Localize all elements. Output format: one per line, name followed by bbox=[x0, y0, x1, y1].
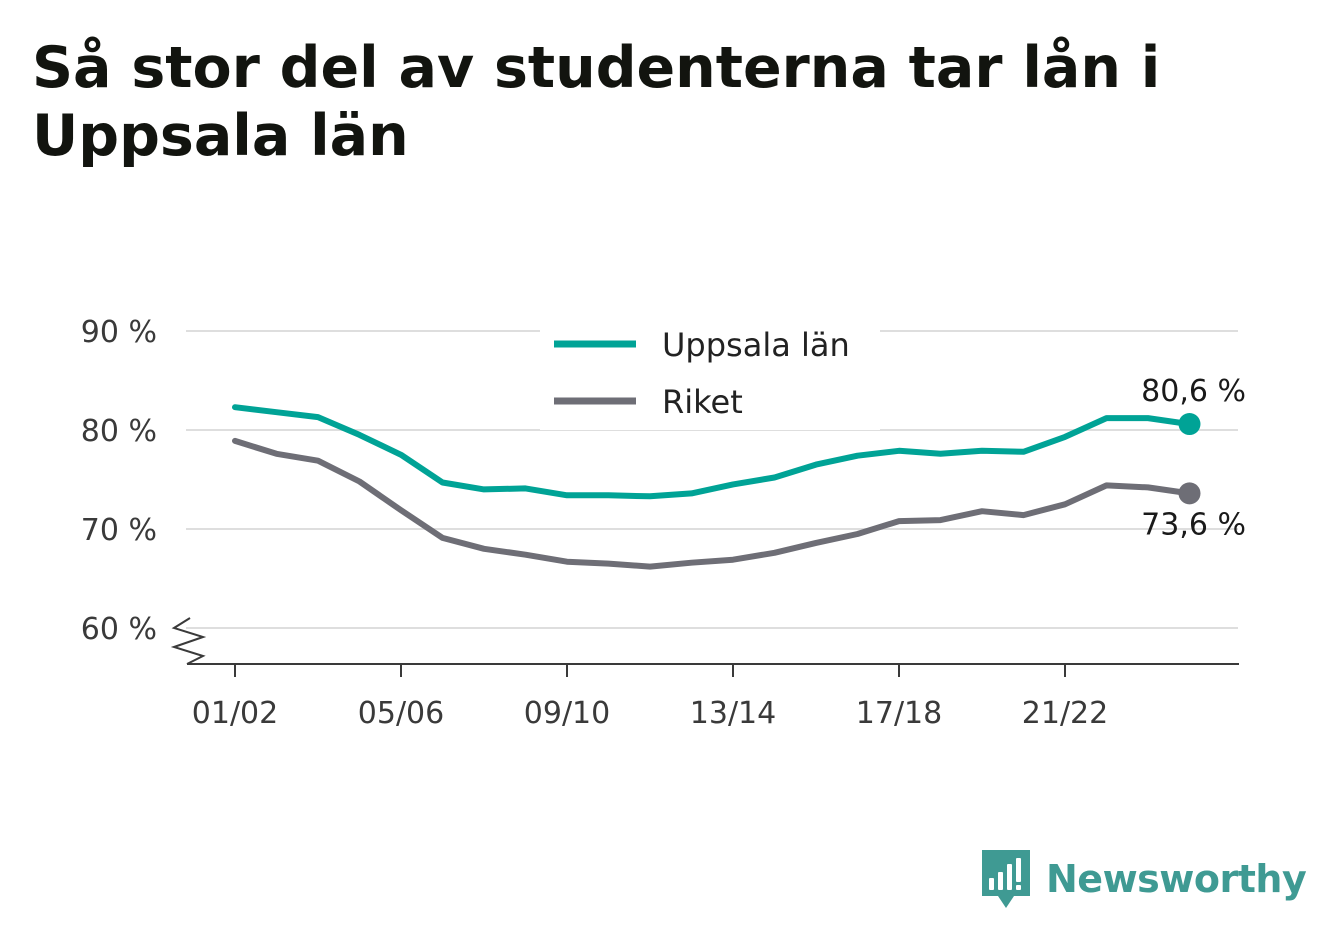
chart-title: Så stor del av studenterna tar lån i Upp… bbox=[32, 35, 1161, 169]
x-tick-label: 05/06 bbox=[358, 696, 444, 731]
legend-label: Riket bbox=[662, 383, 743, 421]
y-tick-label: 60 % bbox=[81, 612, 157, 647]
x-tick-label: 09/10 bbox=[524, 696, 610, 731]
newsworthy-logo-icon bbox=[982, 850, 1030, 908]
y-tick-label: 90 % bbox=[81, 315, 157, 350]
y-tick-label: 80 % bbox=[81, 414, 157, 449]
series-end-point-0 bbox=[1178, 413, 1201, 436]
y-axis-break-icon bbox=[170, 617, 207, 665]
brand-logo: Newsworthy bbox=[980, 848, 1307, 910]
legend-label: Uppsala län bbox=[662, 326, 850, 364]
y-axis-tick-labels: 90 % 80 % 70 % 60 % bbox=[81, 315, 157, 647]
x-tick-label: 01/02 bbox=[192, 696, 278, 731]
series-line-0 bbox=[232, 404, 1193, 500]
end-value-label: 73,6 % bbox=[1141, 507, 1246, 542]
x-tick-label: 21/22 bbox=[1022, 696, 1108, 731]
y-tick-label: 70 % bbox=[81, 513, 157, 548]
brand-name: Newsworthy bbox=[1046, 857, 1307, 901]
x-tick-label: 13/14 bbox=[690, 696, 776, 731]
series-line-1 bbox=[232, 437, 1193, 570]
legend: Uppsala län Riket bbox=[540, 318, 880, 430]
legend-background bbox=[540, 318, 880, 430]
x-axis: 01/02 05/06 09/10 13/14 17/18 21/22 bbox=[170, 617, 1239, 731]
series-end-point-1 bbox=[1178, 482, 1201, 505]
series-lines bbox=[232, 404, 1201, 570]
end-value-labels: 80,6 % 73,6 % bbox=[1141, 374, 1246, 542]
end-value-label: 80,6 % bbox=[1141, 374, 1246, 409]
x-tick-label: 17/18 bbox=[856, 696, 942, 731]
